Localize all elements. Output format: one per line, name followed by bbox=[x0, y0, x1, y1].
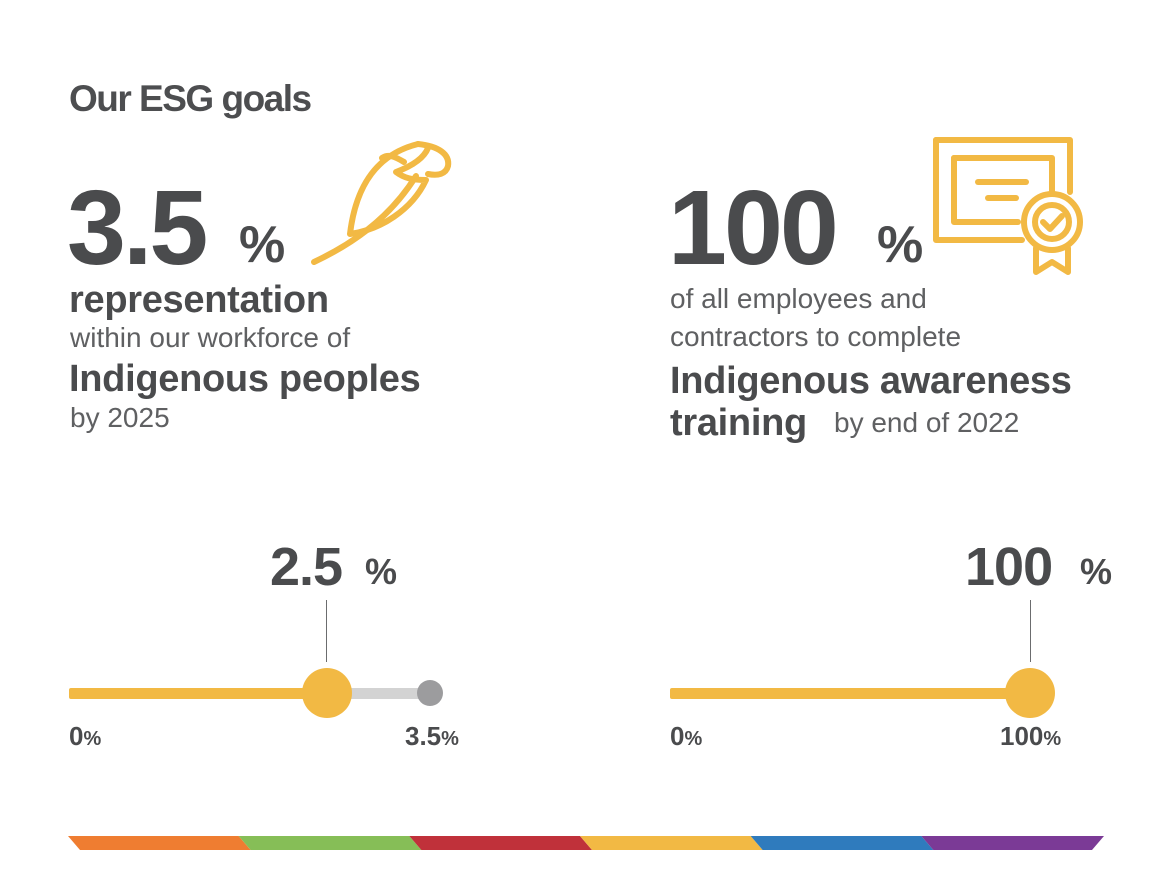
representation-current-value: 2.5 bbox=[270, 537, 343, 597]
representation-track-remaining bbox=[326, 688, 430, 699]
representation-target-unit: % bbox=[239, 216, 286, 274]
training-line-1: of all employees and bbox=[670, 283, 927, 314]
representation-current-unit: % bbox=[365, 551, 398, 592]
color-stripe-segment bbox=[238, 836, 422, 850]
training-max-label: 100% bbox=[1000, 721, 1062, 751]
representation-max-label: 3.5% bbox=[405, 721, 459, 751]
representation-line-2: within our workforce of bbox=[70, 322, 351, 353]
representation-line-1: representation bbox=[69, 279, 329, 321]
representation-line-3: Indigenous peoples bbox=[69, 358, 421, 400]
color-stripe-segment bbox=[68, 836, 251, 850]
representation-track-progress bbox=[69, 688, 327, 699]
training-track-progress bbox=[670, 688, 1030, 699]
certificate-icon bbox=[933, 137, 1083, 275]
training-marker-line bbox=[1030, 600, 1031, 662]
representation-marker-line bbox=[326, 600, 327, 662]
color-stripe-segment bbox=[921, 836, 1104, 850]
training-progress-knob bbox=[1005, 668, 1055, 718]
training-target-unit: % bbox=[877, 216, 924, 274]
color-stripe-segment bbox=[409, 836, 592, 850]
training-current-value: 100 bbox=[965, 537, 1053, 597]
color-stripe-segment bbox=[750, 836, 934, 850]
training-line-3: Indigenous awareness bbox=[670, 360, 1072, 402]
color-stripe-segment bbox=[580, 836, 763, 850]
representation-line-4: by 2025 bbox=[70, 402, 170, 433]
page-title: Our ESG goals bbox=[69, 78, 312, 119]
training-target-value: 100 bbox=[668, 169, 839, 287]
training-line-2: contractors to complete bbox=[670, 321, 962, 352]
training-line-4: training bbox=[670, 402, 807, 444]
training-line-5: by end of 2022 bbox=[834, 407, 1020, 438]
representation-target-marker bbox=[417, 680, 443, 706]
representation-target-value: 3.5 bbox=[67, 169, 208, 287]
training-current-unit: % bbox=[1080, 551, 1113, 592]
color-stripe bbox=[68, 836, 1104, 850]
representation-min-label: 0% bbox=[69, 721, 102, 751]
training-min-label: 0% bbox=[670, 721, 703, 751]
representation-progress-knob bbox=[301, 668, 352, 718]
feather-icon bbox=[311, 141, 452, 265]
